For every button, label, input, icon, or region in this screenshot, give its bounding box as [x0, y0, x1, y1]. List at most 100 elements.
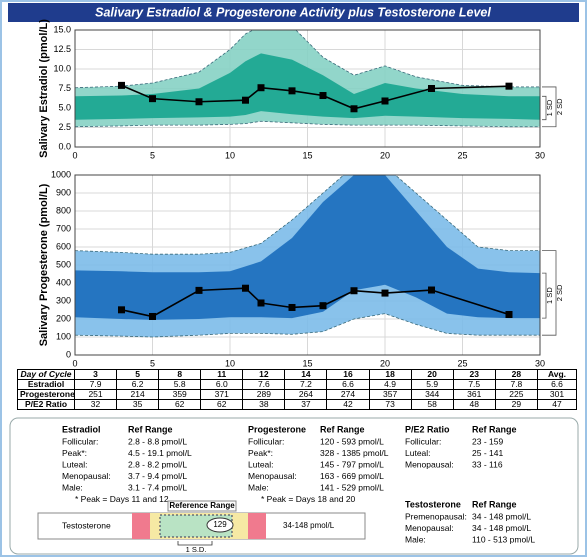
y-axis-label: Salivary Estradiol (pmol/L) [38, 19, 50, 158]
table-cell: 289 [242, 389, 286, 400]
y-tick-label: 1000 [51, 169, 71, 179]
data-point [381, 97, 389, 105]
reference-range: 4.5 - 19.1 pmol/L [128, 448, 192, 458]
reference-range: 163 - 669 pmol/L [320, 471, 384, 481]
table-row: Estradiol 7.9 6.2 5.8 6.0 7.6 7.2 6.6 4.9 5.9 7.5 7… [17, 379, 577, 390]
table-row: Progesterone 251 214 359 371 289 264 274 357 344 3… [17, 389, 577, 400]
reference-range: 34 - 148 pmol/L [472, 523, 531, 533]
reference-phase: Premenopausal: [405, 511, 467, 521]
x-tick-label: 25 [457, 358, 467, 368]
value-marker [206, 517, 234, 533]
reference-phase: Menopausal: [405, 523, 454, 533]
table-cell: 274 [326, 389, 370, 400]
data-point [288, 87, 296, 95]
table-cell: 28 [494, 369, 539, 380]
page-title: Salivary Estradiol & Progesterone Activi… [95, 5, 491, 19]
table-cell: 58 [410, 399, 454, 410]
reference-range: 2.8 - 8.8 pmol/L [128, 436, 187, 446]
reference-band [75, 175, 540, 320]
y-tick-label: 200 [56, 313, 71, 323]
range-title-box [167, 500, 237, 512]
table-cell: 7.8 [494, 379, 539, 390]
table-cell: 214 [116, 389, 160, 400]
reference-header: Ref Range [320, 424, 365, 434]
data-point [428, 85, 435, 92]
table-cell: 357 [368, 389, 412, 400]
data-point [381, 289, 389, 297]
reference-phase: Follicular: [248, 436, 284, 446]
table-cell: 359 [158, 389, 202, 400]
plot-area [75, 30, 540, 128]
reference-phase: Luteal: [248, 459, 274, 469]
reference-note: * Peak = Days 11 and 12 [75, 494, 169, 504]
x-tick-label: 30 [535, 358, 545, 368]
reference-range: 3.7 - 9.4 pmol/L [128, 471, 187, 481]
reference-phase: Luteal: [62, 459, 88, 469]
table-row: P/E2 Ratio 32 35 62 62 38 37 42 73 58 48 29 47 [17, 399, 577, 410]
reference-range: 2.8 - 8.2 pmol/L [128, 459, 187, 469]
data-point [242, 284, 249, 292]
y-tick-label: 700 [56, 223, 71, 233]
reference-range: 120 - 593 pmol/L [320, 436, 384, 446]
data-point [149, 95, 156, 103]
table-cell: 20 [410, 369, 454, 380]
table-cell: 62 [200, 399, 244, 410]
x-tick-label: 20 [380, 358, 390, 368]
sd-bracket [542, 272, 547, 319]
data-point [428, 286, 435, 294]
table-cell: 23 [452, 369, 496, 380]
table-cell: 37 [284, 399, 328, 410]
reference-range: 25 - 141 [472, 448, 503, 458]
band-edge [75, 30, 540, 89]
range-text: 34-148 pmol/L [283, 521, 335, 530]
data-point [118, 306, 125, 314]
reference-phase: Peak*: [62, 448, 87, 458]
reference-band [75, 53, 540, 120]
x-tick-label: 0 [72, 150, 77, 160]
table-cell: 225 [494, 389, 539, 400]
plot-frame [74, 174, 541, 356]
x-tick-label: 5 [150, 150, 155, 160]
reference-header: Ref Range [472, 424, 517, 434]
data-point [505, 82, 513, 90]
x-tick-label: 30 [535, 150, 545, 160]
table-cell: 8 [158, 369, 202, 380]
band-edge [75, 175, 540, 255]
table-cell: 29 [494, 399, 539, 410]
table-cell: 264 [284, 389, 328, 400]
x-tick-label: 10 [225, 150, 235, 160]
data-point [350, 105, 358, 113]
scale-label: Testosterone [62, 520, 111, 530]
sd-label: 2 SD [555, 284, 564, 301]
data-point [118, 81, 125, 89]
title-bar [8, 3, 579, 22]
data-point [195, 98, 203, 106]
y-axis-label: Salivary Progesterone (pmol/L) [38, 183, 50, 346]
table-cell: 62 [158, 399, 202, 410]
data-point [350, 287, 358, 295]
reference-note: * Peak = Days 18 and 20 [261, 494, 356, 504]
table-cell: 6.2 [116, 379, 160, 390]
table-cell: 73 [368, 399, 412, 410]
y-tick-label: 0.0 [58, 141, 71, 151]
table-cell: 11 [200, 369, 244, 380]
reference-header: Ref Range [472, 499, 517, 509]
table-cell: 5 [116, 369, 160, 380]
data-point [257, 299, 265, 307]
data-table: Day of Cycle 3 5 8 11 12 14 16 18 20 23 28 Avg. Estra… [17, 369, 577, 410]
y-tick-label: 7.5 [58, 83, 71, 93]
sd-bracket [177, 541, 213, 546]
plot-area [75, 175, 540, 338]
table-cell: 6.6 [326, 379, 370, 390]
reference-phase: Menopausal: [62, 471, 111, 481]
table-cell: 42 [326, 399, 370, 410]
table-cell: 361 [452, 389, 496, 400]
sd-label: 1 SD [545, 287, 554, 304]
sd-bracket [542, 95, 547, 121]
x-tick-label: 15 [302, 358, 312, 368]
table-cell: P/E2 Ratio [17, 399, 75, 410]
data-point [319, 92, 327, 100]
y-tick-label: 15.0 [53, 24, 71, 34]
sd-label: 2 SD [555, 98, 564, 115]
band-edge [75, 120, 540, 128]
